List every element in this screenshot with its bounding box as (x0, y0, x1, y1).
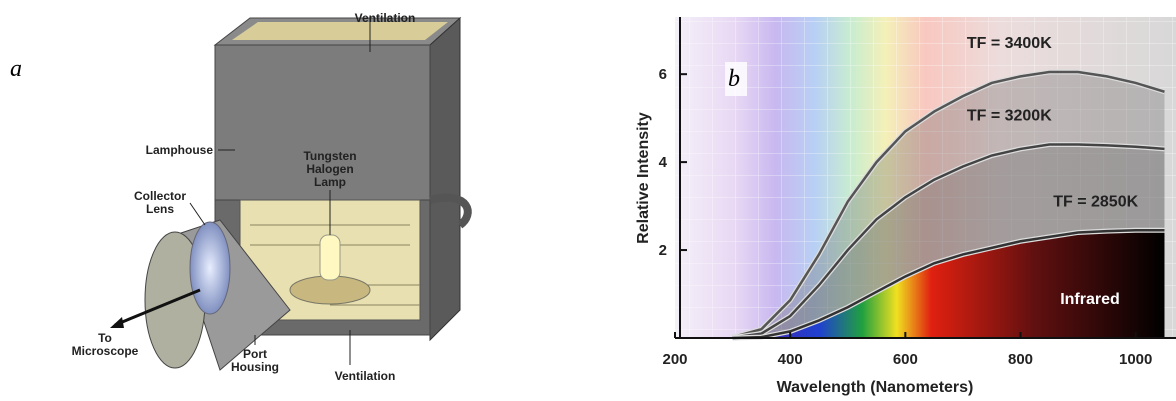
annotation: Infrared (1060, 291, 1120, 308)
x-tick-label: 200 (662, 351, 687, 368)
label: Collector (134, 189, 186, 203)
panel-label: a (10, 56, 22, 82)
x-tick-label: 400 (778, 351, 803, 368)
lamphouse-side (429, 16, 461, 342)
y-tick-label: 2 (659, 242, 667, 259)
x-tick-label: 600 (893, 351, 918, 368)
series-label: TF = 3400K (967, 35, 1052, 52)
label: Lens (146, 202, 174, 216)
series-label: TF = 2850K (1053, 193, 1138, 210)
label: Port (243, 347, 267, 361)
x-tick-label: 800 (1008, 351, 1033, 368)
diagram (110, 16, 472, 371)
chart: TF = 3400K TF = 3200K TF = 2850K 2 4 6 200 400 6… (635, 17, 1176, 396)
series-line (732, 70, 1165, 339)
label: Microscope (72, 344, 139, 358)
label: Lamp (314, 175, 346, 189)
panel-label: b (728, 66, 740, 92)
label: Lamphouse (146, 143, 214, 157)
x-tick-label: 1000 (1119, 351, 1152, 368)
label: Housing (231, 360, 279, 374)
vent-opening (232, 22, 448, 40)
series-line (732, 229, 1165, 340)
leader-lines (189, 22, 371, 365)
x-axis-label: Wavelength (Nanometers) (777, 379, 974, 396)
y-tick-label: 6 (659, 66, 667, 83)
collector-lens (189, 221, 231, 315)
label: To (98, 331, 112, 345)
label: Halogen (306, 162, 353, 176)
cable (429, 193, 472, 229)
y-axis-label: Relative Intensity (635, 112, 652, 244)
y-tick-label: 4 (659, 154, 668, 171)
series-line (732, 143, 1165, 339)
arrow (114, 288, 201, 327)
label: Ventilation (355, 11, 416, 25)
arrowhead (110, 317, 124, 328)
label: Ventilation (335, 369, 396, 383)
label: Tungsten (303, 149, 356, 163)
panel-label-bg (725, 62, 747, 96)
series-label: TF = 3200K (967, 108, 1052, 125)
lamp-bulb (319, 234, 341, 281)
